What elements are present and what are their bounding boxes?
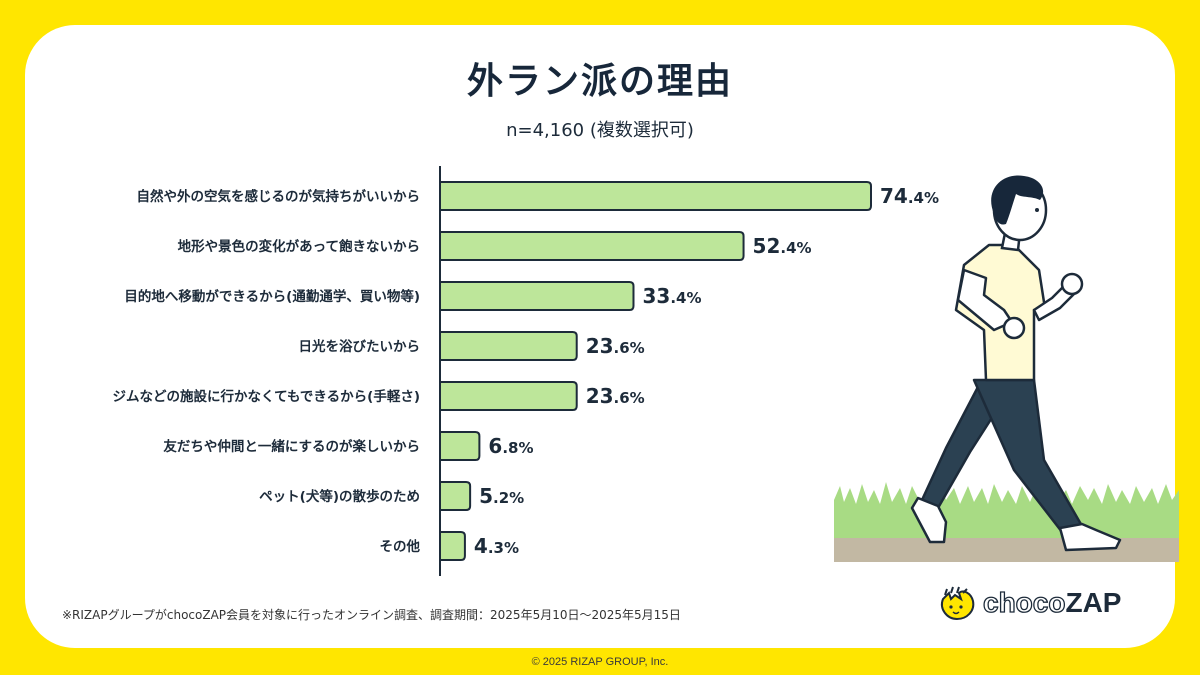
value-label: 5.2% [479,484,524,508]
value-label: 23.6% [586,384,645,408]
category-label: その他 [380,538,421,555]
value-label: 4.3% [474,534,519,558]
category-label: 地形や景色の変化があって飽きないから [178,238,420,255]
page-title: 外ラン派の理由 [466,61,733,102]
bar [439,281,635,311]
category-label: ジムなどの施設に行かなくてもできるから(手軽さ) [113,388,420,405]
bar [439,481,472,511]
value-label: 23.6% [586,334,645,358]
grass [834,482,1179,540]
bar [439,231,745,261]
bar [439,331,578,361]
chocozap-mascot-icon [941,586,975,621]
value-label: 74.4% [880,184,939,208]
chocozap-logo: chocoZAP [937,585,1121,621]
ground [834,538,1179,562]
value-label: 52.4% [753,234,812,258]
category-label: 自然や外の空気を感じるのが気持ちがいいから [137,188,421,205]
runner-illustration [834,175,1179,562]
page-subtitle: n=4,160 (複数選択可) [506,120,694,141]
category-label: 目的地へ移動ができるから(通勤通学、買い物等) [124,288,420,305]
copyright: © 2025 RIZAP GROUP, Inc. [531,656,669,668]
survey-footnote: ※RIZAPグループがchocoZAP会員を対象に行ったオンライン調査、調査期間… [62,608,681,622]
category-label: 友だちや仲間と一緒にするのが楽しいから [163,438,420,455]
value-label: 6.8% [488,434,533,458]
bar [439,181,872,211]
logo-zap-text: ZAP [1065,587,1122,618]
category-label: ペット(犬等)の散歩のため [259,488,420,505]
bar [439,531,466,561]
logo-choco-text: choco [982,586,1066,618]
bar [439,431,481,461]
value-label: 33.4% [642,284,701,308]
category-label: 日光を浴びたいから [299,338,421,355]
bar [439,381,578,411]
